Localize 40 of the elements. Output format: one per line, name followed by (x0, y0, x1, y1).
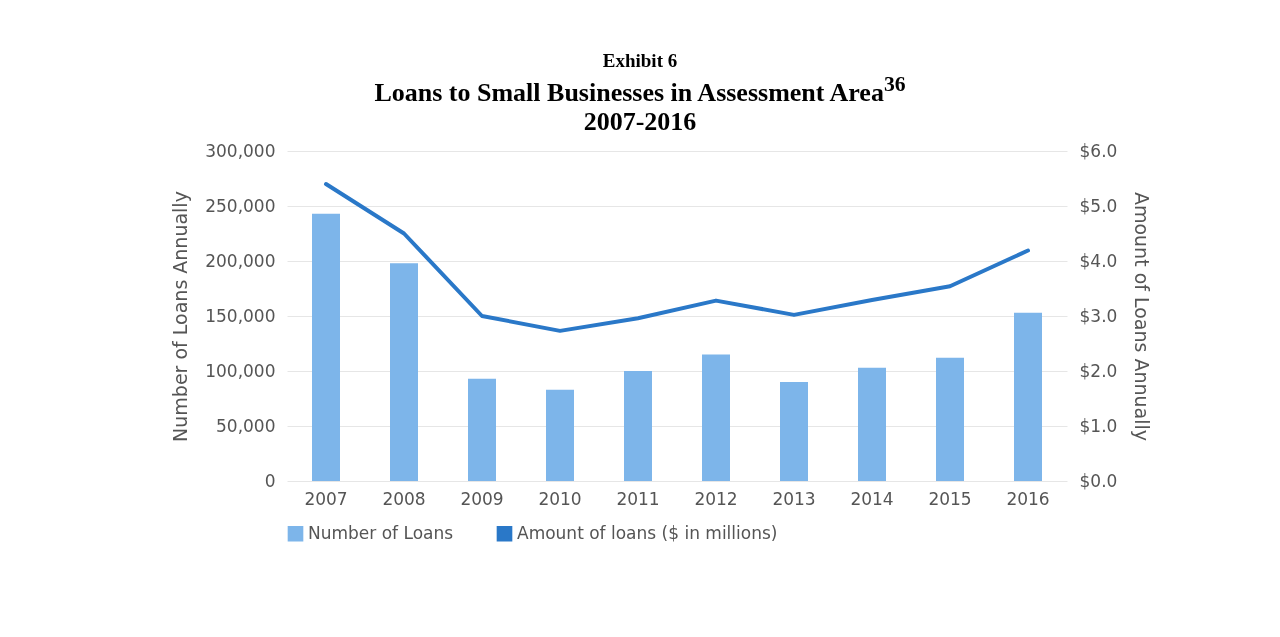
x-tick-label: 2016 (1005, 488, 1050, 509)
y2-tick-label: $2.0 (1079, 360, 1117, 381)
x-tick-label: 2010 (537, 488, 582, 509)
bar (545, 389, 574, 482)
y-tick-label: 100,000 (204, 360, 275, 381)
y-tick-label: 150,000 (204, 305, 275, 326)
line-series (323, 182, 1030, 334)
x-tick-label: 2011 (615, 488, 660, 509)
x-tick-label: 2015 (927, 488, 972, 509)
y-tick-label: 0 (264, 470, 275, 491)
x-tick-label: 2007 (303, 488, 348, 509)
legend-label: Amount of loans ($ in millions) (516, 523, 777, 543)
chart-title: Exhibit 6 Loans to Small Businesses in Assessment Area$^{36}$ 2007-2016 (374, 50, 906, 137)
x-tick-label: 2009 (459, 488, 504, 509)
bar (389, 263, 418, 482)
y2-tick-label: $1.0 (1079, 415, 1117, 436)
y2-tick-label: $3.0 (1079, 305, 1117, 326)
legend-label: Number of Loans (307, 523, 453, 543)
bar (857, 367, 886, 482)
y-tick-label: 50,000 (215, 415, 275, 436)
bar (311, 213, 340, 482)
y-axis-title: Number of Loans Annually (168, 191, 191, 443)
y2-tick-label: $4.0 (1079, 250, 1117, 271)
bar (467, 378, 496, 482)
y-tick-label: 300,000 (204, 140, 275, 161)
x-tick-label: 2014 (849, 488, 894, 509)
y-tick-label: 200,000 (204, 250, 275, 271)
bar (779, 382, 808, 482)
y2-tick-label: $0.0 (1079, 470, 1117, 491)
y2-tick-label: $5.0 (1079, 195, 1117, 216)
y2-axis-title: Amount of Loans Annually (1130, 192, 1153, 442)
x-tick-label: 2008 (381, 488, 426, 509)
x-tick-label: 2012 (693, 488, 738, 509)
bar (1013, 312, 1042, 482)
bar (623, 371, 652, 482)
y-tick-label: 250,000 (204, 195, 275, 216)
bar (935, 358, 964, 482)
y2-tick-label: $6.0 (1079, 140, 1117, 161)
x-tick-label: 2013 (771, 488, 816, 509)
bar (701, 354, 730, 482)
